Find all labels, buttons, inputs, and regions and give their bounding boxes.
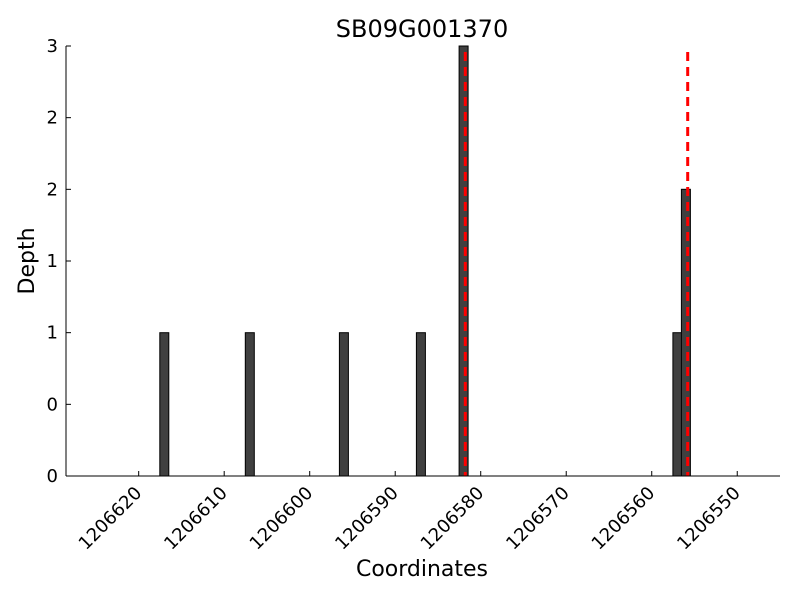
y-tick-label-5: 2 (47, 108, 58, 129)
y-tick-label-4: 2 (47, 179, 58, 200)
x-tick-label-1: 1206610 (160, 483, 232, 555)
y-tick-label-3: 1 (47, 251, 58, 272)
x-tick-label-3: 1206590 (331, 483, 403, 555)
x-tick-label-5: 1206570 (502, 483, 574, 555)
y-tick-label-1: 0 (47, 394, 58, 415)
x-tick-label-0: 1206620 (75, 483, 147, 555)
y-axis-label: Depth (15, 227, 40, 294)
y-tick-label-2: 1 (47, 323, 58, 344)
y-tick-label-0: 0 (47, 466, 58, 487)
x-tick-label-7: 1206550 (673, 483, 745, 555)
bar-3 (415, 332, 426, 477)
bar-4 (458, 45, 469, 477)
x-tick-label-2: 1206600 (246, 483, 318, 555)
y-tick-label-6: 3 (47, 36, 58, 57)
chart-title: SB09G001370 (336, 15, 508, 43)
bar-0 (159, 332, 170, 477)
bar-1 (244, 332, 255, 477)
x-tick-label-6: 1206560 (588, 483, 660, 555)
x-tick-label-4: 1206580 (417, 483, 489, 555)
x-axis-label: Coordinates (356, 557, 488, 582)
bar-5 (672, 332, 683, 477)
bar-2 (338, 332, 349, 477)
